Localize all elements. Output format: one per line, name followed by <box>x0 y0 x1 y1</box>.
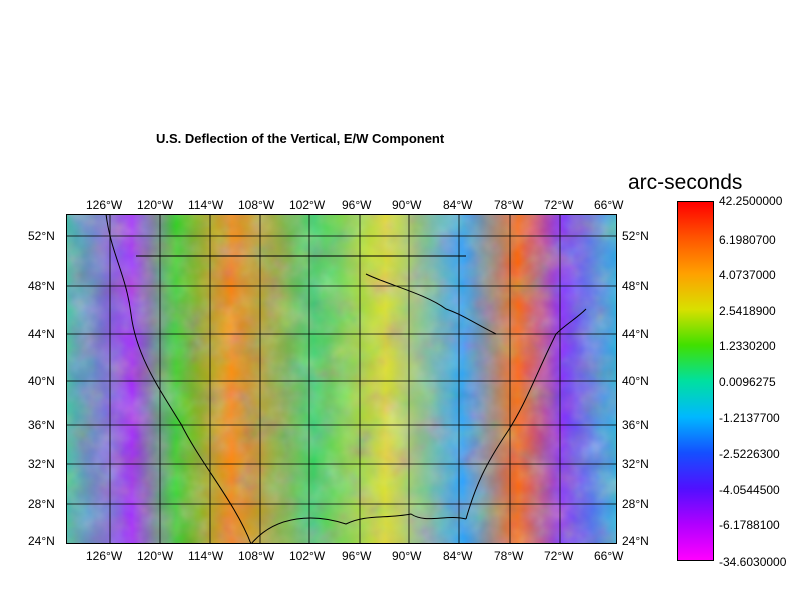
colorbar-label: 0.0096275 <box>719 375 776 389</box>
lon-label: 96°W <box>342 549 372 563</box>
deflection-map <box>66 213 617 545</box>
lat-label: 24°N <box>622 534 649 548</box>
lon-label: 72°W <box>544 198 574 212</box>
colorbar-title: arc-seconds <box>628 171 743 194</box>
coastline-borders <box>105 213 587 545</box>
lon-label: 84°W <box>443 198 473 212</box>
colorbar-label: 6.1980700 <box>719 233 776 247</box>
map-title: U.S. Deflection of the Vertical, E/W Com… <box>156 131 445 146</box>
lon-label: 102°W <box>289 198 326 212</box>
lon-label: 126°W <box>86 198 123 212</box>
lon-label: 66°W <box>594 549 624 563</box>
lat-label: 40°N <box>28 374 55 388</box>
lon-label: 90°W <box>392 198 422 212</box>
graticule <box>66 214 617 544</box>
lat-label: 48°N <box>622 279 649 293</box>
lat-label: 52°N <box>622 229 649 243</box>
colorbar-label: -1.2137700 <box>719 411 780 425</box>
colorbar-label: -34.6030000 <box>719 555 787 569</box>
map-frame <box>66 214 617 544</box>
lat-label: 40°N <box>622 374 649 388</box>
lon-label: 114°W <box>188 198 224 212</box>
lon-label: 72°W <box>544 549 574 563</box>
lon-label: 66°W <box>594 198 624 212</box>
lat-label: 48°N <box>28 279 55 293</box>
lat-label: 32°N <box>28 457 55 471</box>
lat-label: 28°N <box>28 497 55 511</box>
colorbar-label: 4.0737000 <box>719 268 776 282</box>
lon-label: 96°W <box>342 198 372 212</box>
lon-label: 120°W <box>137 549 174 563</box>
lon-label: 90°W <box>392 549 422 563</box>
lat-label: 28°N <box>622 497 649 511</box>
map-raster <box>66 213 617 545</box>
lat-label: 36°N <box>622 418 649 432</box>
colorbar <box>677 201 714 561</box>
colorbar-label: -6.1788100 <box>719 518 780 532</box>
lon-label: 108°W <box>238 549 275 563</box>
lon-label: 120°W <box>137 198 174 212</box>
colorbar-label: -2.5226300 <box>719 447 780 461</box>
lon-label: 114°W <box>188 549 224 563</box>
lon-label: 84°W <box>443 549 473 563</box>
lon-label: 108°W <box>238 198 275 212</box>
lon-label: 78°W <box>494 549 524 563</box>
colorbar-label: 42.2500000 <box>719 194 783 208</box>
lat-label: 32°N <box>622 457 649 471</box>
lon-label: 102°W <box>289 549 326 563</box>
lat-label: 52°N <box>28 229 55 243</box>
lat-label: 44°N <box>622 327 649 341</box>
colorbar-label: 1.2330200 <box>719 339 776 353</box>
colorbar-label: -4.0544500 <box>719 483 780 497</box>
lat-label: 44°N <box>28 327 55 341</box>
lon-label: 126°W <box>86 549 123 563</box>
lat-label: 36°N <box>28 418 55 432</box>
lat-label: 24°N <box>28 534 55 548</box>
lon-label: 78°W <box>494 198 524 212</box>
colorbar-label: 2.5418900 <box>719 304 776 318</box>
